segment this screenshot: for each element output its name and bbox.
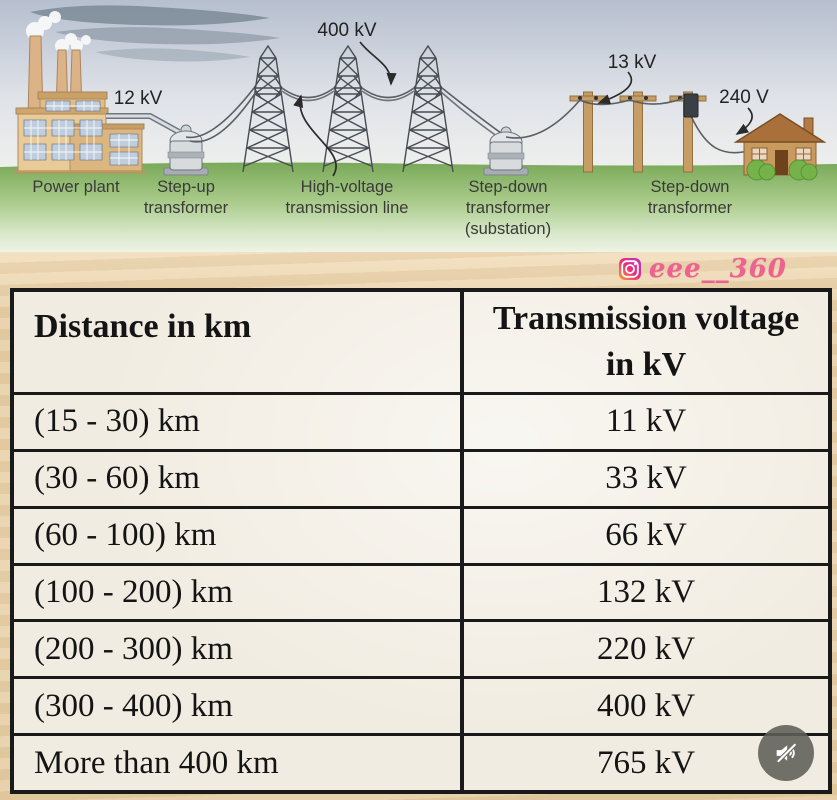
- power-transmission-diagram: 12 kV 400 kV 13 kV 240 V Power plant Ste…: [0, 0, 837, 252]
- muted-speaker-icon: [776, 743, 797, 763]
- table-row-distance: (15 - 30) km: [14, 392, 464, 449]
- table-row-voltage: 765 kV: [464, 733, 828, 790]
- mute-button[interactable]: [758, 725, 814, 781]
- table-row-voltage: 400 kV: [464, 676, 828, 733]
- table-row-distance: (60 - 100) km: [14, 505, 464, 563]
- table-row-distance: (200 - 300) km: [14, 619, 464, 677]
- table-row-voltage: 33 kV: [464, 448, 828, 506]
- caption-substation-1: Step-down: [469, 178, 548, 196]
- arrow-400kv: [359, 41, 397, 86]
- house: [733, 113, 827, 181]
- table-row-distance: (100 - 200) km: [14, 562, 464, 620]
- label-400kv: 400 kV: [317, 20, 376, 41]
- table-row-voltage: 220 kV: [464, 619, 828, 676]
- caption-step-down-2: transformer: [648, 199, 733, 217]
- bushes: [746, 159, 818, 181]
- header-voltage-line2: in kV: [605, 346, 687, 383]
- voltage-distance-table: Distance in km Transmission voltage in k…: [10, 288, 832, 794]
- header-voltage-line1: Transmission voltage: [492, 300, 800, 338]
- arrow-13kv: [597, 71, 633, 104]
- caption-hv-line-1: High-voltage: [301, 178, 394, 196]
- caption-substation-3: (substation): [465, 220, 551, 238]
- arrow-hv-line: [293, 94, 337, 177]
- caption-substation-2: transformer: [466, 199, 551, 217]
- table-row-distance: (300 - 400) km: [14, 676, 464, 734]
- arrow-240v: [735, 107, 753, 135]
- table-row-voltage: 11 kV: [464, 392, 828, 449]
- caption-step-up-2: transformer: [144, 199, 229, 217]
- caption-power-plant: Power plant: [32, 178, 120, 196]
- instagram-watermark: eee__360: [618, 251, 787, 287]
- header-distance: Distance in km: [14, 292, 464, 392]
- table-row-voltage: 66 kV: [464, 505, 828, 563]
- caption-hv-line-2: transmission line: [286, 199, 409, 217]
- power-plant: [14, 35, 146, 174]
- annotation-arrows: [293, 41, 753, 177]
- caption-step-up-1: Step-up: [157, 178, 215, 196]
- step-up-transformer: [163, 124, 209, 176]
- table-row-distance: More than 400 km: [14, 733, 464, 790]
- label-13kv: 13 kV: [608, 52, 657, 73]
- table-row-voltage: 132 kV: [464, 562, 828, 620]
- distribution-wires: [505, 97, 749, 154]
- label-240v: 240 V: [719, 87, 769, 108]
- pole-transformer-box: [683, 93, 699, 118]
- instagram-icon: [619, 258, 641, 280]
- grass: [0, 162, 837, 252]
- label-12kv: 12 kV: [114, 88, 163, 109]
- plant-output-line: [106, 113, 181, 135]
- table-row-distance: (30 - 60) km: [14, 448, 464, 506]
- substation-transformer: [483, 126, 529, 176]
- caption-step-down-1: Step-down: [651, 178, 730, 196]
- header-voltage: Transmission voltage in kV: [464, 292, 828, 392]
- watermark-handle: eee__360: [649, 254, 787, 284]
